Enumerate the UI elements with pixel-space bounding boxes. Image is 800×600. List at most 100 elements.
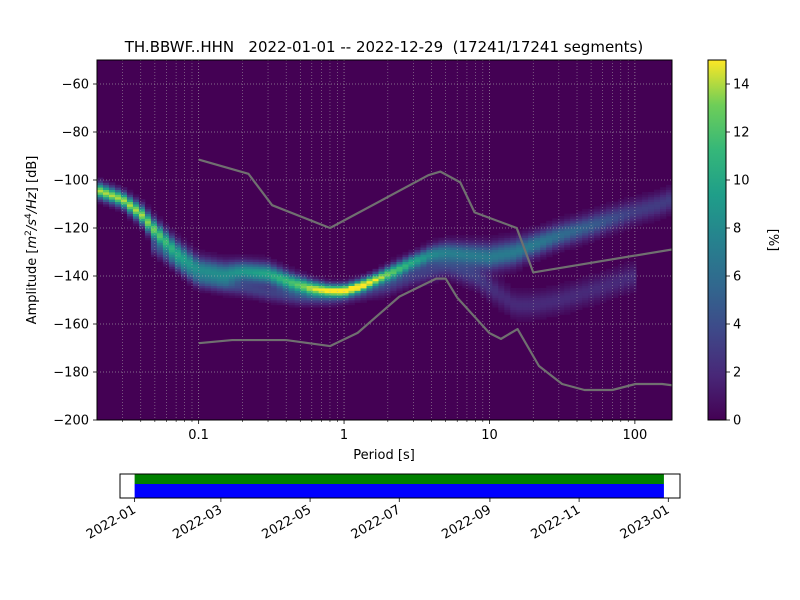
heatmap-cell — [156, 232, 164, 236]
heatmap-cell — [612, 201, 619, 205]
heatmap-cell — [552, 237, 559, 241]
heatmap-cell — [510, 235, 517, 238]
heatmap-cell — [276, 300, 284, 303]
heatmap-cell — [396, 256, 403, 260]
heatmap-cell — [168, 249, 176, 253]
heatmap-cell — [138, 223, 146, 226]
heatmap-cell — [186, 268, 194, 272]
heatmap-cell — [222, 285, 230, 289]
x-tick-label: 1 — [340, 428, 348, 443]
heatmap-cell — [528, 316, 535, 320]
heatmap-cell — [336, 288, 343, 291]
heatmap-cell — [606, 280, 613, 284]
heatmap-cell — [282, 283, 290, 286]
heatmap-cell — [132, 211, 140, 214]
heatmap-cell — [168, 254, 176, 258]
heatmap-cell — [612, 218, 619, 222]
heatmap-cell — [336, 283, 343, 286]
heatmap-cell — [504, 309, 511, 313]
heatmap-cell — [558, 228, 565, 231]
heatmap-cell — [144, 206, 152, 210]
heatmap-cell — [570, 288, 577, 291]
heatmap-cell — [276, 295, 284, 298]
heatmap-cell — [480, 249, 487, 253]
heatmap-cell — [372, 283, 379, 286]
heatmap-cell — [606, 297, 613, 301]
heatmap-cell — [150, 244, 158, 248]
heatmap-cell — [306, 276, 314, 279]
heatmap-cell — [378, 276, 385, 279]
heatmap-cell — [252, 259, 260, 262]
heatmap-cell — [624, 283, 631, 286]
heatmap-cell — [558, 216, 565, 219]
heatmap-cell — [534, 247, 541, 250]
heatmap-cell — [396, 280, 403, 284]
heatmap-cell — [666, 189, 672, 193]
heatmap-cell — [498, 309, 505, 313]
heatmap-cell — [312, 276, 320, 279]
heatmap-cell — [594, 285, 601, 289]
heatmap-cell — [426, 273, 433, 277]
heatmap-cell — [216, 271, 224, 274]
heatmap-cell — [252, 271, 260, 274]
heatmap-cell — [228, 256, 236, 260]
heatmap-cell — [204, 285, 212, 289]
heatmap-cell — [660, 204, 667, 207]
heatmap-cell — [264, 297, 272, 301]
heatmap-cell — [570, 302, 577, 306]
heatmap-cell — [564, 307, 571, 310]
heatmap-cell — [348, 285, 355, 289]
heatmap-cell — [468, 244, 475, 248]
heatmap-cell — [216, 290, 224, 294]
heatmap-cell — [504, 252, 511, 255]
heatmap-cell — [300, 290, 308, 294]
heatmap-cell — [624, 216, 631, 219]
heatmap-cell — [504, 285, 511, 289]
heatmap-cell — [432, 266, 439, 270]
heatmap-cell — [516, 254, 523, 258]
heatmap-cell — [318, 300, 325, 303]
heatmap-cell — [630, 261, 637, 265]
heatmap-cell — [528, 254, 535, 258]
heatmap-cell — [150, 213, 158, 217]
heatmap-cell — [552, 288, 559, 291]
heatmap-cell — [522, 316, 529, 320]
heatmap-cell — [180, 268, 188, 272]
heatmap-cell — [186, 256, 194, 260]
heatmap-cell — [582, 216, 589, 219]
heatmap-cell — [492, 273, 499, 277]
heatmap-cell — [240, 273, 248, 277]
heatmap-cell — [468, 235, 475, 238]
heatmap-cell — [606, 206, 613, 210]
timeline-axis: 2022-01 2022-03 2022-05 2022-07 2022-09 2022-… — [84, 498, 672, 543]
heatmap-cell — [642, 199, 649, 202]
heatmap-cell — [270, 280, 278, 284]
heatmap-cell — [222, 264, 230, 267]
heatmap-cell — [252, 276, 260, 279]
heatmap-cell — [240, 283, 248, 286]
heatmap-cell — [480, 276, 487, 279]
heatmap-cell — [138, 211, 146, 214]
heatmap-cell — [654, 196, 661, 200]
heatmap-cell — [126, 199, 134, 202]
heatmap-cell — [480, 288, 487, 291]
heatmap-cell — [498, 256, 505, 260]
heatmap-cell — [126, 189, 134, 193]
heatmap-cell — [498, 304, 505, 308]
heatmap-cell — [348, 288, 355, 291]
heatmap-cell — [624, 264, 631, 267]
heatmap-cell — [198, 249, 206, 253]
heatmap-cell — [174, 271, 182, 274]
heatmap-cell — [600, 278, 607, 282]
heatmap-cell — [606, 295, 613, 298]
heatmap-cell — [630, 288, 637, 291]
heatmap-cell — [234, 264, 242, 267]
heatmap-cell — [570, 213, 577, 217]
heatmap-cell — [462, 249, 469, 253]
heatmap-cell — [462, 244, 469, 248]
heatmap-cell — [438, 237, 445, 241]
heatmap-cell — [408, 252, 415, 255]
heatmap-cell — [522, 304, 529, 308]
heatmap-cell — [432, 264, 439, 267]
heatmap-cell — [186, 249, 194, 253]
